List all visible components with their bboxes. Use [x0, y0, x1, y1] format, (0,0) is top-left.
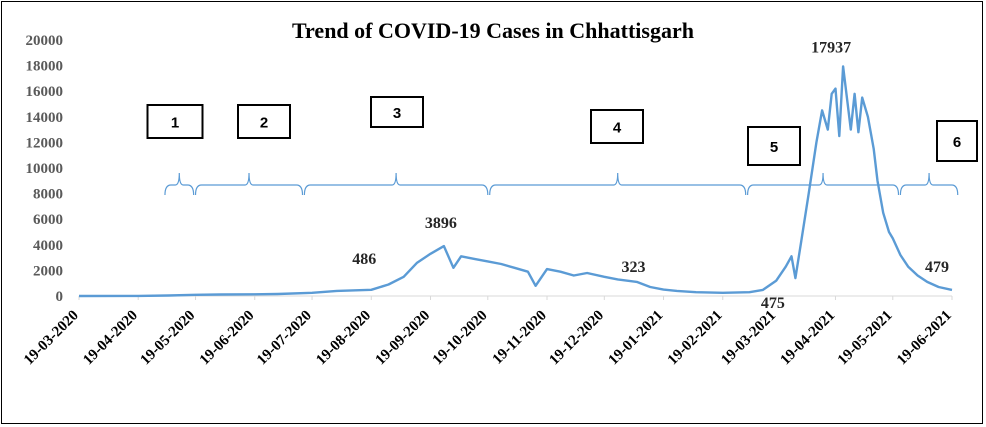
phase-label: 1 — [171, 115, 179, 132]
phase-label: 6 — [953, 134, 961, 151]
x-tick-label: 19-04-2020 — [80, 308, 141, 369]
data-label: 479 — [925, 259, 949, 276]
phase-brace — [747, 172, 900, 196]
y-tick-label: 10000 — [26, 161, 64, 177]
phase-brace — [899, 172, 959, 196]
phase-label: 3 — [393, 105, 401, 122]
data-label: 323 — [622, 259, 646, 276]
y-tick-label: 8000 — [33, 187, 63, 203]
y-axis: 0 2000 4000 6000 8000 10000 12000 14000 16000 180… — [26, 33, 64, 305]
phase-label: 4 — [613, 120, 622, 137]
series-layer — [78, 65, 953, 298]
phase-box — [936, 120, 978, 162]
y-tick-label: 0 — [56, 289, 64, 305]
data-label: 475 — [761, 295, 785, 312]
y-tick-label: 4000 — [33, 238, 63, 254]
x-tick-label: 19-06-2021 — [894, 308, 955, 369]
x-tick-label: 19-02-2021 — [665, 308, 726, 369]
data-annotations: 486 3896 323 475 17937 479 — [352, 39, 949, 312]
y-tick-label: 16000 — [26, 84, 64, 100]
x-tick-label: 19-09-2020 — [373, 308, 434, 369]
phase-box — [146, 104, 204, 139]
y-tick-label: 6000 — [33, 212, 63, 228]
x-axis: 19-03-202019-04-202019-05-202019-06-2020… — [21, 295, 955, 369]
phase-brace — [194, 172, 304, 196]
series-line — [78, 65, 953, 298]
x-tick-label: 19-03-2021 — [718, 308, 779, 369]
y-tick-label: 2000 — [33, 263, 63, 279]
data-label: 17937 — [811, 39, 851, 56]
x-tick-label: 19-05-2020 — [138, 308, 199, 369]
phase-box — [237, 104, 291, 139]
chart-title: Trend of COVID-19 Cases in Chhattisgarh — [292, 18, 694, 43]
phase-label: 5 — [770, 139, 778, 156]
phase-box — [370, 96, 424, 128]
data-label: 486 — [352, 251, 376, 268]
phase-brace — [303, 172, 489, 196]
phase-brackets: 1 2 3 4 5 6 — [146, 96, 978, 196]
x-tick-label: 19-12-2020 — [546, 308, 607, 369]
y-tick-label: 12000 — [26, 135, 64, 151]
data-label: 3896 — [425, 215, 457, 232]
x-tick-label: 19-01-2021 — [606, 308, 667, 369]
phase-brace — [489, 172, 747, 196]
y-tick-label: 14000 — [26, 110, 64, 126]
y-tick-label: 20000 — [26, 33, 64, 49]
x-tick-label: 19-10-2020 — [430, 308, 491, 369]
x-tick-label: 19-06-2020 — [197, 308, 258, 369]
x-tick-label: 19-11-2020 — [490, 308, 550, 368]
x-tick-label: 19-03-2020 — [21, 308, 82, 369]
phase-brace — [164, 172, 195, 196]
x-tick-label: 19-05-2021 — [835, 308, 896, 369]
x-tick-label: 19-08-2020 — [313, 308, 374, 369]
x-tick-label: 19-04-2021 — [777, 308, 838, 369]
phase-label: 2 — [260, 115, 268, 132]
phase-box — [747, 126, 801, 166]
phase-box — [590, 109, 644, 144]
y-tick-label: 18000 — [26, 59, 64, 75]
x-tick-label: 19-07-2020 — [254, 308, 315, 369]
